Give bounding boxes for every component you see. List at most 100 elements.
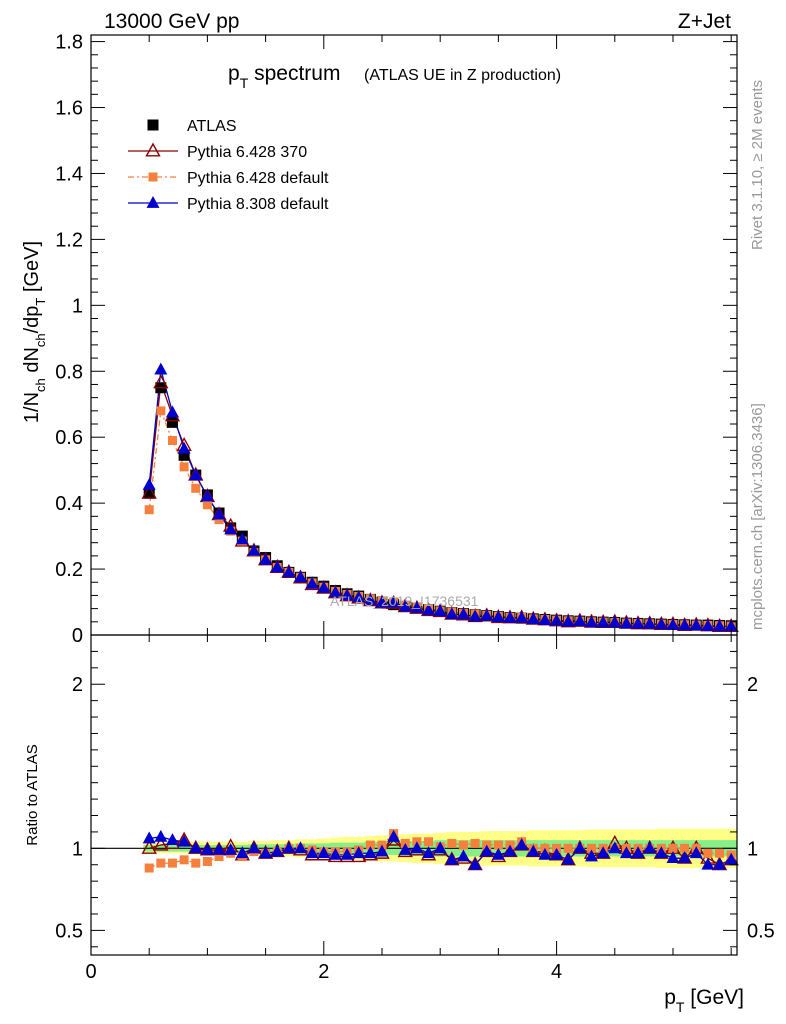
y-tick-label: 1.8	[55, 32, 83, 54]
ratio-point	[424, 837, 434, 847]
ratio-y-label: Ratio to ATLAS	[24, 744, 41, 845]
main-y-label: 1/Nch dNch/dpT [GeV]	[21, 241, 48, 423]
y-tick-label: 0.6	[55, 427, 83, 449]
data-point	[156, 406, 166, 416]
ratio-point	[141, 839, 157, 854]
ratio-point	[363, 846, 377, 859]
ratio-point	[154, 829, 168, 842]
y-tick-label: 1	[72, 295, 83, 317]
ratio-point	[563, 843, 573, 853]
watermark: ATLAS_2019_I1736531	[330, 593, 479, 609]
data-point	[235, 532, 249, 545]
ratio-point	[189, 841, 203, 854]
legend-label: Pythia 8.308 default	[187, 196, 329, 213]
ratio-point	[608, 841, 622, 854]
data-point	[503, 610, 517, 623]
main-plot: ATLAS_2019_I1736531 0 0.2 0.4 0.6 0.8 1 1.2 1.4…	[21, 32, 739, 647]
legend-label: Pythia 6.428 default	[187, 170, 329, 187]
data-point	[352, 590, 366, 603]
data-point	[305, 576, 319, 589]
ratio-point	[375, 844, 389, 857]
data-point	[515, 610, 529, 623]
y-tick-label: 0	[72, 625, 83, 647]
y-tick-label: 0.4	[55, 493, 83, 515]
data-point	[480, 608, 494, 621]
data-point	[212, 507, 226, 520]
ratio-point	[678, 851, 692, 864]
ratio-point	[515, 838, 529, 850]
ratio-y-tick-label: 2	[72, 674, 83, 696]
rivet-label: Rivet 3.1.10, ≥ 2M events	[749, 80, 766, 250]
ratio-point	[191, 858, 201, 868]
ratio-point	[666, 851, 680, 864]
ratio-point	[654, 846, 668, 859]
y-tick-label: 0.8	[55, 361, 83, 383]
ratio-point	[680, 843, 690, 853]
ratio-point	[340, 847, 354, 860]
ratio-point	[538, 847, 552, 860]
ratio-point	[387, 829, 401, 842]
ratio-point	[585, 849, 598, 862]
data-point	[165, 405, 179, 418]
data-point	[166, 416, 178, 428]
y-tick-label: 0.2	[55, 559, 83, 581]
data-point	[259, 552, 273, 565]
ratio-point	[587, 843, 597, 853]
ratio-point	[156, 858, 166, 868]
ratio-point	[526, 844, 540, 857]
plot-title-note: (ATLAS UE in Z production)	[364, 67, 561, 84]
ratio-point	[214, 852, 224, 862]
data-point	[491, 610, 505, 623]
ratio-point	[142, 831, 156, 844]
data-point	[561, 614, 575, 627]
data-point	[247, 543, 261, 556]
ratio-point	[165, 833, 179, 845]
data-point	[177, 441, 191, 454]
data-point	[143, 487, 155, 499]
legend-marker	[146, 195, 160, 208]
data-point	[224, 522, 238, 535]
ratio-point	[703, 848, 713, 858]
data-point	[202, 500, 212, 510]
ratio-point	[491, 847, 505, 860]
data-point	[142, 477, 156, 490]
ratio-point	[596, 846, 610, 859]
data-point	[456, 607, 470, 620]
ratio-point	[282, 841, 296, 854]
ratio-frame	[90, 634, 738, 956]
ratio-series-p8_default	[142, 829, 738, 870]
data-point	[724, 619, 738, 632]
x-tick-label: 0	[85, 961, 96, 983]
ratio-point	[643, 841, 657, 854]
ratio-point	[352, 846, 366, 859]
ratio-point	[144, 863, 154, 873]
ratio-point	[447, 838, 457, 848]
data-point	[179, 462, 189, 472]
data-point	[422, 603, 436, 616]
x-tick-label: 2	[318, 961, 329, 983]
ratio-point	[561, 852, 575, 865]
ratio-y-tick-label-right: 1	[747, 838, 758, 860]
ratio-point	[305, 846, 319, 859]
ratio-point	[398, 842, 412, 855]
data-point	[178, 449, 190, 461]
ratio-point	[235, 846, 249, 859]
data-point	[573, 614, 587, 627]
ratio-point	[167, 858, 177, 868]
data-point	[153, 374, 169, 389]
ratio-point	[493, 840, 503, 850]
legend-label: Pythia 6.428 370	[187, 144, 307, 161]
series-line-p6_370	[148, 382, 732, 628]
ratio-y-tick-label-right: 0.5	[747, 920, 775, 942]
y-tick-label: 1.2	[55, 229, 83, 251]
ratio-point	[202, 856, 212, 866]
data-point	[214, 515, 224, 525]
ratio-point	[153, 836, 169, 851]
ratio-point	[179, 855, 189, 865]
data-point	[398, 599, 412, 612]
data-point	[154, 362, 168, 375]
data-point	[270, 560, 284, 573]
ratio-point	[470, 838, 480, 848]
ratio-point	[480, 844, 494, 857]
